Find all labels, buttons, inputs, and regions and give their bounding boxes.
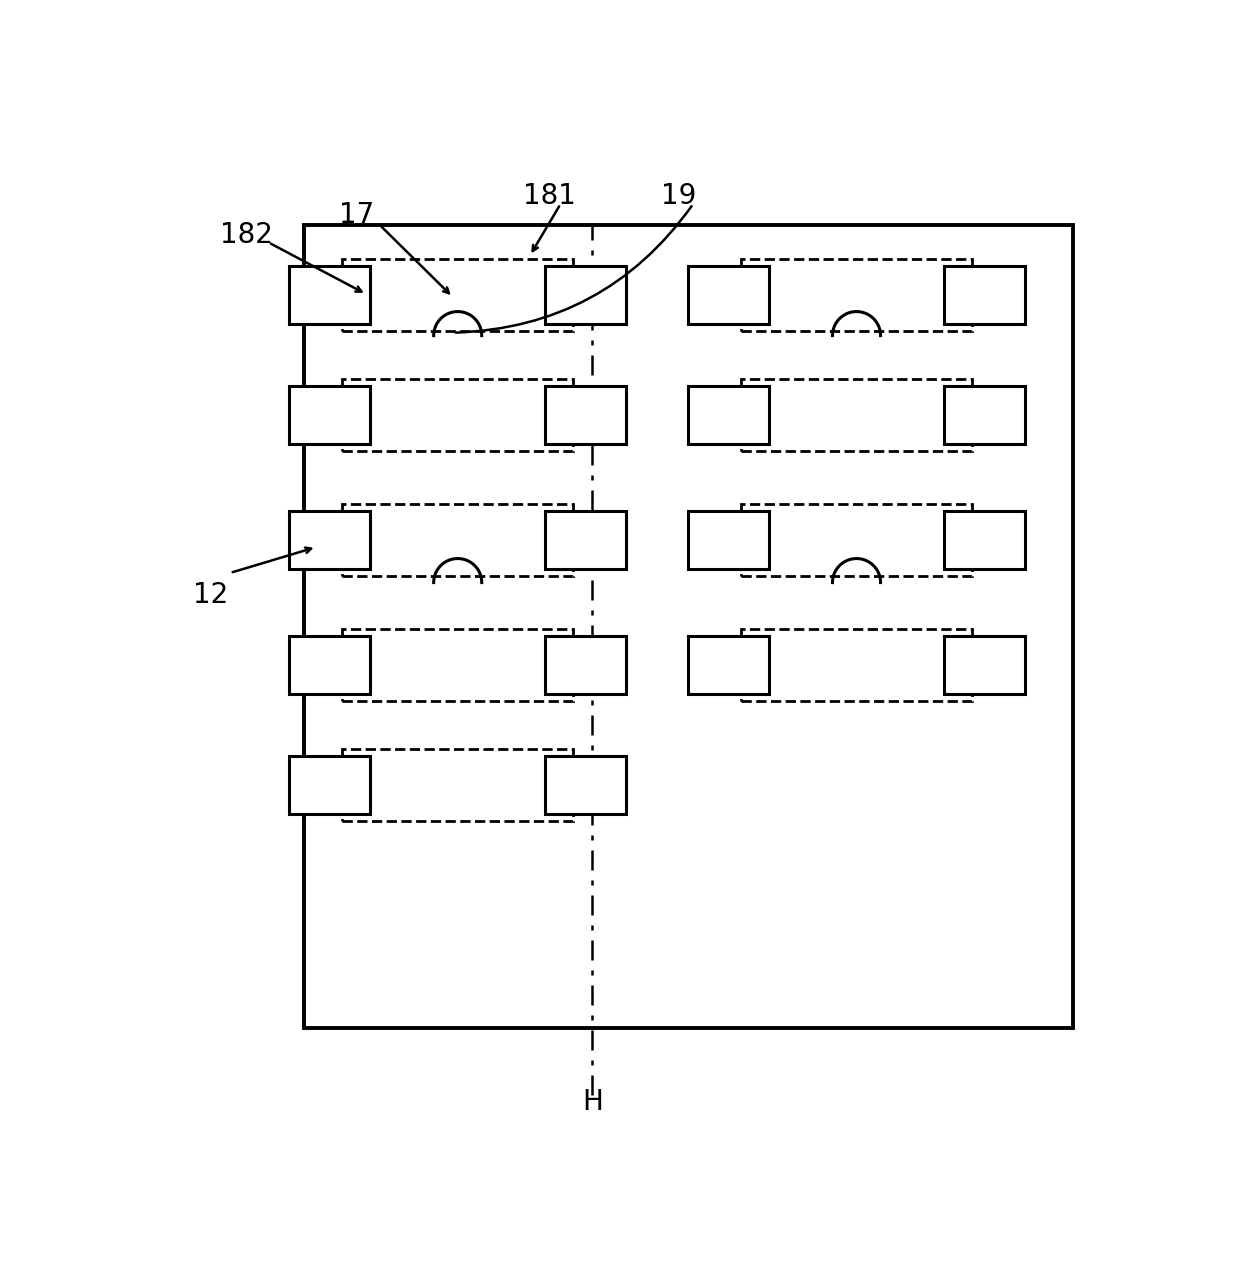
Text: 19: 19 [661, 182, 697, 210]
Bar [289, 756, 370, 814]
Bar [289, 636, 370, 694]
Bar [289, 265, 370, 324]
Bar [342, 748, 573, 820]
Bar [342, 628, 573, 700]
Bar [688, 636, 769, 694]
Bar [304, 225, 1073, 1028]
Bar [289, 386, 370, 444]
Bar [944, 265, 1025, 324]
Text: 181: 181 [522, 182, 575, 210]
Bar [546, 386, 626, 444]
Bar [742, 259, 972, 331]
Text: 182: 182 [219, 221, 273, 249]
Bar [742, 504, 972, 576]
Bar [944, 636, 1025, 694]
Bar [289, 511, 370, 569]
Bar [688, 511, 769, 569]
Bar [546, 265, 626, 324]
Bar [688, 265, 769, 324]
Text: H: H [582, 1087, 603, 1116]
Bar [342, 379, 573, 451]
Bar [944, 386, 1025, 444]
Bar [742, 628, 972, 700]
Text: 17: 17 [340, 201, 374, 230]
Bar [742, 379, 972, 451]
Bar [342, 504, 573, 576]
Bar [546, 636, 626, 694]
Bar [688, 386, 769, 444]
Bar [546, 756, 626, 814]
Bar [546, 511, 626, 569]
Text: 12: 12 [193, 581, 228, 609]
Bar [944, 511, 1025, 569]
Bar [342, 259, 573, 331]
